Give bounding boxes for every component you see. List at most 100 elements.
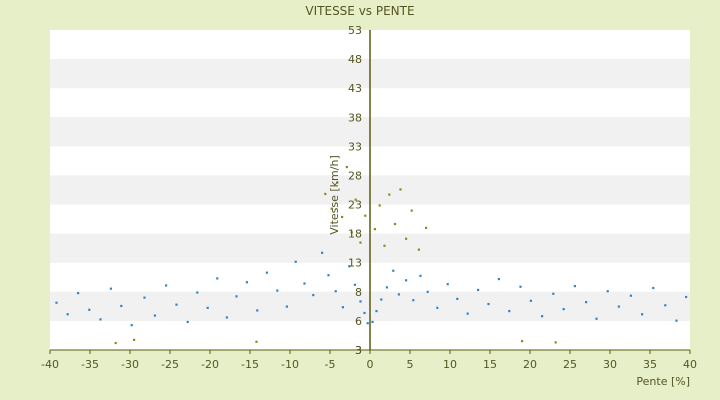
data-points — [55, 165, 688, 345]
y-tick-label: 3 — [355, 344, 362, 357]
point-blue — [664, 304, 667, 307]
point-blue — [595, 317, 598, 320]
point-blue — [99, 318, 102, 321]
point-blue — [359, 300, 362, 303]
point-blue — [66, 313, 69, 316]
point-blue — [312, 293, 315, 297]
point-blue — [487, 302, 490, 306]
point-olive — [330, 207, 333, 210]
point-blue — [617, 305, 620, 308]
point-blue — [235, 295, 238, 298]
x-tick-label: 40 — [683, 358, 697, 371]
point-blue — [175, 303, 178, 306]
x-tick-label: -5 — [325, 358, 336, 371]
point-blue — [285, 305, 288, 308]
x-tick-label: -15 — [241, 358, 259, 371]
point-blue — [256, 309, 259, 312]
point-blue — [466, 312, 469, 315]
point-olive — [350, 231, 353, 234]
y-tick-label: 23 — [348, 199, 362, 212]
point-blue — [585, 301, 588, 304]
point-blue — [405, 279, 408, 282]
point-blue — [363, 311, 366, 315]
y-axis-label: Vitesse [km/h] — [328, 155, 341, 235]
point-blue — [375, 309, 378, 313]
point-olive — [378, 204, 381, 207]
point-blue — [380, 298, 383, 301]
point-olive — [554, 341, 557, 344]
point-olive — [364, 214, 367, 217]
point-olive — [324, 192, 327, 196]
point-blue — [130, 324, 133, 327]
point-olive — [345, 165, 348, 169]
y-tick-label: 18 — [348, 228, 362, 241]
point-blue — [436, 306, 439, 309]
point-blue — [562, 308, 565, 311]
point-blue — [541, 315, 544, 318]
point-blue — [552, 292, 555, 295]
x-tick-label: -10 — [281, 358, 299, 371]
x-tick-label: 30 — [603, 358, 617, 371]
point-blue — [366, 322, 369, 325]
y-tick-label: 43 — [348, 82, 362, 95]
point-blue — [143, 296, 146, 299]
point-blue — [88, 308, 91, 311]
point-blue — [392, 269, 395, 272]
point-olive — [114, 341, 117, 345]
point-blue — [397, 293, 400, 296]
point-olive — [373, 228, 376, 231]
point-blue — [508, 309, 511, 313]
point-olive — [255, 340, 258, 343]
point-olive — [410, 209, 413, 212]
point-blue — [477, 288, 480, 292]
point-blue — [196, 291, 199, 294]
point-blue — [265, 271, 268, 274]
point-blue — [629, 294, 632, 297]
point-blue — [109, 287, 112, 290]
point-olive — [359, 241, 362, 244]
point-blue — [371, 320, 374, 324]
point-olive — [399, 188, 402, 191]
point-blue — [334, 290, 337, 293]
x-tick-labels: -40 -35 -30 -25 -20 -15 -10 -5 0 5 10 15 20 25 30 35 40 — [41, 350, 697, 371]
x-tick-label: -35 — [81, 358, 99, 371]
point-blue — [153, 314, 156, 317]
y-tick-label: 48 — [348, 53, 362, 66]
point-blue — [327, 274, 330, 277]
x-tick-label: 5 — [407, 358, 414, 371]
x-tick-label: -30 — [121, 358, 139, 371]
point-blue — [652, 286, 655, 290]
point-blue — [385, 286, 388, 289]
x-tick-label: -20 — [201, 358, 219, 371]
y-tick-label: 6 — [355, 315, 362, 328]
chart-title: VITESSE vs PENTE — [305, 4, 414, 18]
point-blue — [341, 306, 344, 309]
point-blue — [641, 313, 644, 316]
point-blue — [497, 277, 500, 281]
x-axis-label: Pente [%] — [636, 375, 690, 388]
point-olive — [388, 193, 391, 196]
x-tick-label: -25 — [161, 358, 179, 371]
y-tick-label: 38 — [348, 111, 362, 124]
point-blue — [294, 260, 297, 263]
point-blue — [685, 295, 688, 299]
y-tick-label: 8 — [355, 286, 362, 299]
y-tick-label: 33 — [348, 140, 362, 153]
y-tick-label: 13 — [348, 257, 362, 270]
point-blue — [206, 306, 209, 309]
y-tick-label: 3 — [355, 344, 362, 357]
point-blue — [348, 265, 351, 268]
point-blue — [225, 316, 228, 319]
point-blue — [245, 281, 248, 284]
y-tick-label: 28 — [348, 169, 362, 182]
point-olive — [336, 181, 339, 184]
x-tick-label: 35 — [643, 358, 657, 371]
point-blue — [120, 304, 123, 308]
point-blue — [675, 319, 678, 322]
point-blue — [165, 284, 168, 287]
point-blue — [606, 290, 609, 293]
y-tick-label: 53 — [348, 24, 362, 37]
